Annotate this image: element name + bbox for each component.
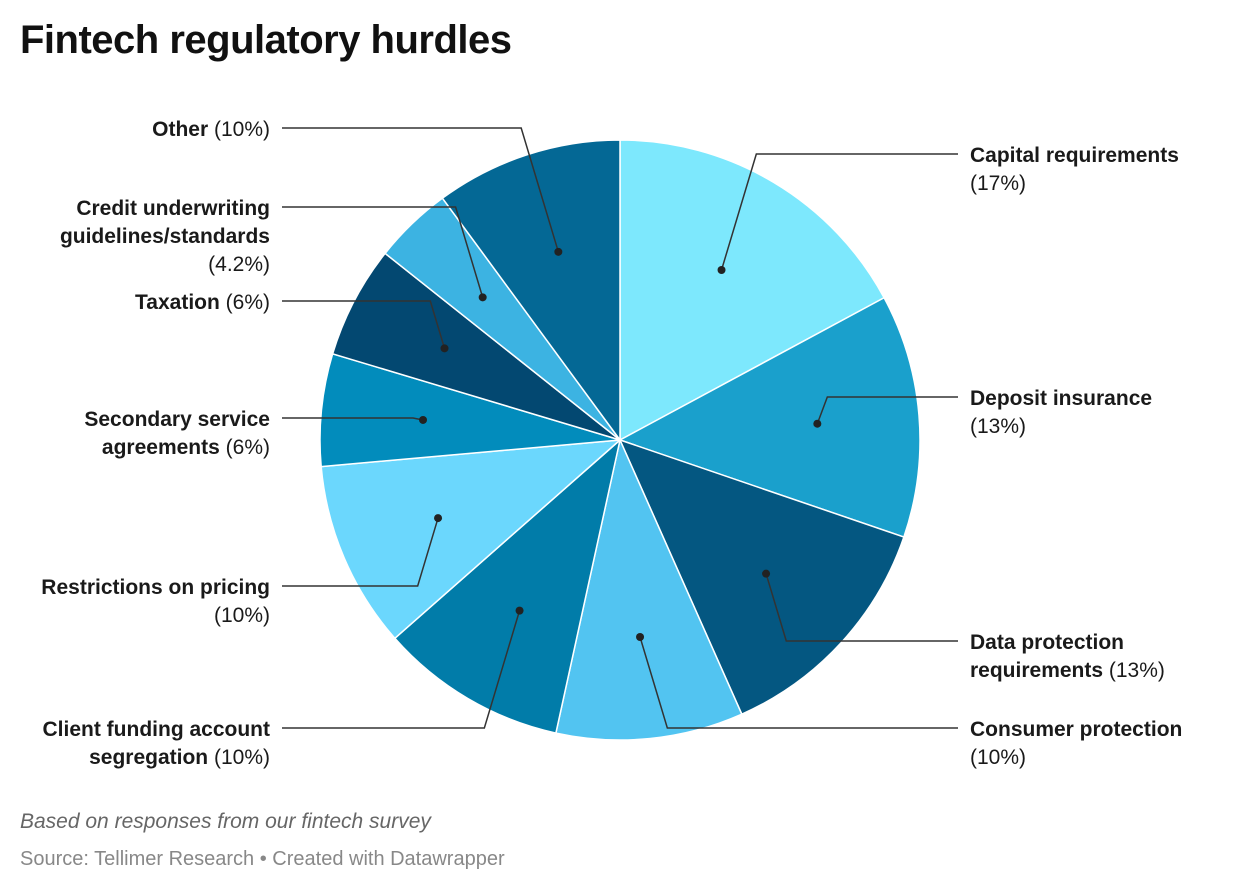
slice-label-credit-underwriting-guidelines-standards: Credit underwriting guidelines/standards (… bbox=[60, 197, 270, 276]
leader-line-credit-underwriting-guidelines-standards bbox=[282, 206, 484, 298]
slice-label-value: (10%) bbox=[208, 746, 270, 769]
leader-dot-consumer-protection bbox=[636, 632, 645, 641]
slice-label-value: (17%) bbox=[970, 172, 1026, 195]
leader-dot-restrictions-on-pricing bbox=[434, 514, 443, 523]
slice-labels: Capital requirements (17%) Deposit insuran… bbox=[41, 118, 1182, 769]
leader-line-restrictions-on-pricing bbox=[282, 517, 439, 587]
leader-dot-capital-requirements bbox=[717, 266, 726, 275]
slice-label-name: requirements bbox=[970, 659, 1103, 682]
slice-label-client-funding-account-segregation: Client funding account segregation (10%) bbox=[43, 718, 270, 769]
slice-label-name: guidelines/standards bbox=[60, 225, 270, 248]
slice-label-name: Consumer protection bbox=[970, 718, 1182, 741]
leader-line-data-protection-requirements bbox=[765, 573, 958, 642]
leader-line-deposit-insurance bbox=[816, 396, 958, 424]
leader-line-taxation bbox=[282, 300, 446, 349]
leader-lines bbox=[282, 127, 958, 729]
slice-label-data-protection-requirements: Data protection requirements (13%) bbox=[970, 631, 1165, 682]
pie-slice-consumer-protection bbox=[555, 437, 743, 741]
chart-source: Source: Tellimer Research • Created with… bbox=[20, 848, 505, 870]
slice-label-name: Secondary service bbox=[84, 408, 270, 431]
leader-line-other bbox=[282, 127, 560, 253]
slice-label-name: Restrictions on pricing bbox=[41, 576, 270, 599]
slice-label-name: Client funding account bbox=[43, 718, 270, 741]
leader-dot-data-protection-requirements bbox=[762, 569, 771, 578]
slice-label-name: agreements bbox=[102, 436, 220, 459]
pie-slice-restrictions-on-pricing bbox=[320, 439, 623, 640]
leader-dot-credit-underwriting-guidelines-standards bbox=[478, 293, 487, 302]
slice-label-secondary-service-agreements: Secondary service agreements (6%) bbox=[84, 408, 270, 459]
slice-label-value: (10%) bbox=[970, 746, 1026, 769]
slice-label-name: Taxation bbox=[135, 291, 220, 314]
pie-slice-capital-requirements bbox=[619, 139, 886, 442]
chart-footnote: Based on responses from our fintech surv… bbox=[20, 810, 431, 833]
pie-slice-client-funding-account-segregation bbox=[393, 437, 622, 734]
leader-dot-client-funding-account-segregation bbox=[515, 606, 524, 615]
leader-dot-taxation bbox=[440, 344, 449, 353]
slice-label-name: Deposit insurance bbox=[970, 387, 1152, 410]
leader-line-capital-requirements bbox=[720, 153, 958, 271]
slice-label-restrictions-on-pricing: Restrictions on pricing (10%) bbox=[41, 576, 270, 627]
slice-label-name: Data protection bbox=[970, 631, 1124, 654]
leader-line-consumer-protection bbox=[639, 636, 958, 729]
slice-label-value: (10%) bbox=[214, 604, 270, 627]
slice-label-taxation: Taxation (6%) bbox=[135, 291, 270, 314]
pie-slice-other bbox=[441, 139, 621, 443]
slice-label-value: (6%) bbox=[220, 291, 270, 314]
leader-dot-other bbox=[554, 247, 563, 256]
chart-title: Fintech regulatory hurdles bbox=[20, 18, 512, 62]
slice-label-value: (6%) bbox=[220, 436, 270, 459]
leader-line-client-funding-account-segregation bbox=[282, 610, 521, 729]
pie-slice-data-protection-requirements bbox=[618, 438, 905, 716]
slice-label-name: Other bbox=[152, 118, 208, 141]
leader-dot-secondary-service-agreements bbox=[419, 415, 428, 424]
slice-label-value: (4.2%) bbox=[208, 253, 270, 276]
slice-label-consumer-protection: Consumer protection (10%) bbox=[970, 718, 1182, 769]
slice-label-name: Credit underwriting bbox=[76, 197, 270, 220]
leader-dot-deposit-insurance bbox=[813, 419, 822, 428]
pie-slices bbox=[319, 139, 921, 741]
slice-label-other: Other (10%) bbox=[152, 118, 270, 141]
slice-label-value: (10%) bbox=[208, 118, 270, 141]
pie-slice-deposit-insurance bbox=[618, 296, 921, 538]
slice-label-capital-requirements: Capital requirements (17%) bbox=[970, 144, 1179, 195]
slice-label-name: Capital requirements bbox=[970, 144, 1179, 167]
slice-label-value: (13%) bbox=[1103, 659, 1165, 682]
slice-label-deposit-insurance: Deposit insurance (13%) bbox=[970, 387, 1152, 438]
slice-label-value: (13%) bbox=[970, 415, 1026, 438]
slice-label-name: segregation bbox=[89, 746, 208, 769]
